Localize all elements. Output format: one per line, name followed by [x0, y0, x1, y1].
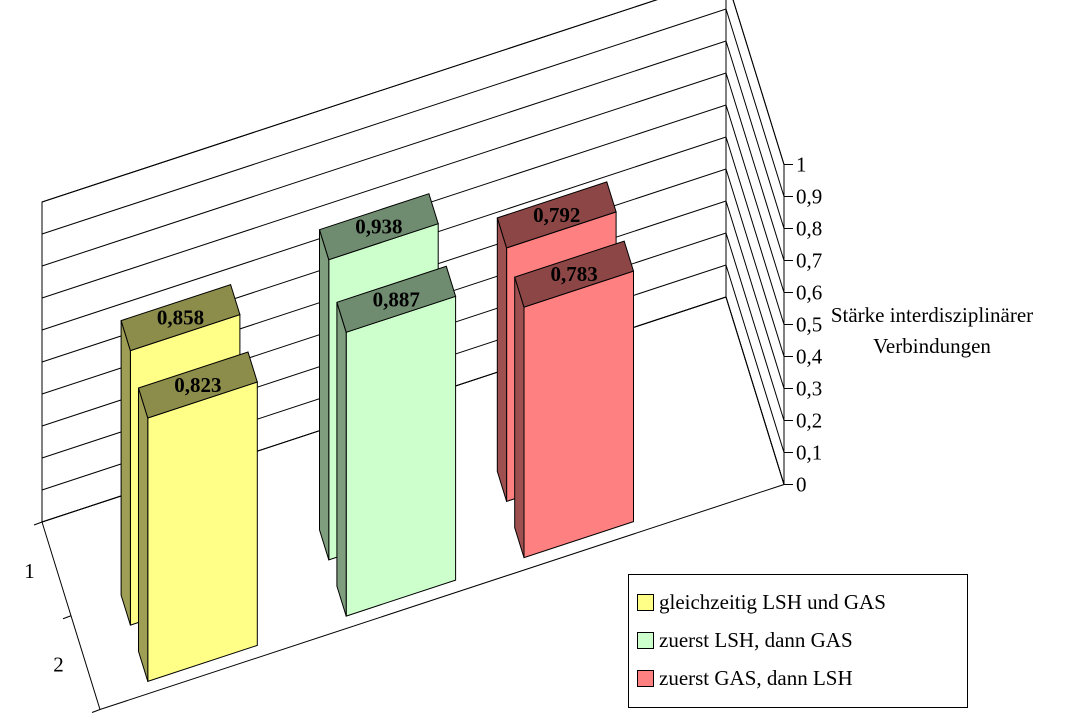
bar-side-face	[336, 302, 347, 617]
bar-top-face	[318, 193, 439, 261]
y-tick-label: 0	[796, 473, 807, 497]
gridline	[41, 200, 785, 427]
depth-axis-labels: 12	[24, 521, 101, 713]
data-label: 0,858	[157, 306, 204, 330]
bar: 0,783	[514, 240, 635, 559]
depth-tick-mark	[91, 709, 101, 713]
bars: 0,858 0,938 0,792 0,823 0,887 0,783	[120, 181, 635, 683]
bar-top-face	[514, 240, 635, 308]
legend-item-series-3: zuerst GAS, dann LSH	[637, 659, 959, 697]
gridline	[41, 40, 785, 267]
y-tick-label: 0,5	[796, 313, 822, 337]
bar-side-face	[120, 320, 131, 626]
gridline	[41, 136, 785, 363]
legend-label-series-1: gleichzeitig LSH und GAS	[659, 589, 886, 614]
bar-front-face	[523, 270, 634, 559]
data-label: 0,792	[533, 203, 580, 227]
legend-item-series-2: zuerst LSH, dann GAS	[637, 621, 959, 659]
gridline	[41, 168, 785, 395]
y-tick-label: 0,6	[796, 281, 822, 305]
depth-tick-mark	[62, 615, 72, 620]
legend-swatch-series-1	[637, 593, 654, 611]
bar-top-face	[137, 351, 258, 419]
y-tick-label: 0,2	[796, 409, 822, 433]
side-wall	[725, 0, 785, 485]
data-label: 0,823	[174, 373, 221, 397]
depth-tick-mark	[33, 521, 43, 526]
bar-front-face	[345, 295, 457, 617]
y-tick-label: 0,1	[796, 441, 822, 465]
bar-top-face	[120, 283, 241, 352]
y-tick-label: 0,7	[796, 249, 822, 273]
bar-front-face	[147, 381, 258, 683]
gridline	[41, 104, 785, 331]
legend-item-series-1: gleichzeitig LSH und GAS	[637, 583, 959, 621]
legend: gleichzeitig LSH und GAS zuerst LSH, dan…	[628, 574, 968, 708]
value-axis-title-line: Verbindungen	[873, 334, 991, 358]
value-axis-title: Stärke interdisziplinärer Verbindungen	[831, 303, 1033, 358]
depth-category-label: 2	[53, 653, 64, 677]
data-label: 0,783	[550, 262, 597, 286]
y-tick-label: 0,4	[796, 345, 823, 369]
bar-side-face	[319, 229, 330, 561]
bar-side-face	[138, 387, 149, 682]
bar: 0,887	[336, 265, 457, 617]
legend-label-series-2: zuerst LSH, dann GAS	[659, 627, 853, 652]
gridline	[41, 232, 785, 459]
bar-side-face	[514, 276, 525, 558]
depth-category-label: 1	[24, 559, 35, 583]
value-axis-ticks: 0 0,1 0,2 0,3 0,4 0,5 0,6 0,7 0,8 0,9 1	[784, 153, 823, 497]
gridline	[41, 264, 785, 491]
gridline	[41, 0, 785, 203]
gridline	[41, 72, 785, 299]
value-axis-title-line: Stärke interdisziplinärer	[831, 303, 1033, 327]
legend-swatch-series-3	[637, 669, 654, 687]
data-label: 0,887	[373, 287, 420, 311]
y-tick-label: 0,9	[796, 185, 822, 209]
bar-top-face	[336, 265, 457, 333]
bar: 0,823	[137, 351, 258, 683]
legend-swatch-series-2	[637, 631, 654, 649]
gridlines	[41, 0, 785, 523]
bar-top-face	[496, 181, 617, 249]
legend-label-series-3: zuerst GAS, dann LSH	[659, 665, 853, 690]
gridline	[41, 8, 785, 235]
bar-side-face	[496, 217, 508, 502]
y-tick-label: 1	[796, 153, 807, 177]
y-tick-label: 0,3	[796, 377, 822, 401]
data-label: 0,938	[355, 215, 402, 239]
y-tick-label: 0,8	[796, 217, 822, 241]
gridline	[41, 296, 785, 523]
